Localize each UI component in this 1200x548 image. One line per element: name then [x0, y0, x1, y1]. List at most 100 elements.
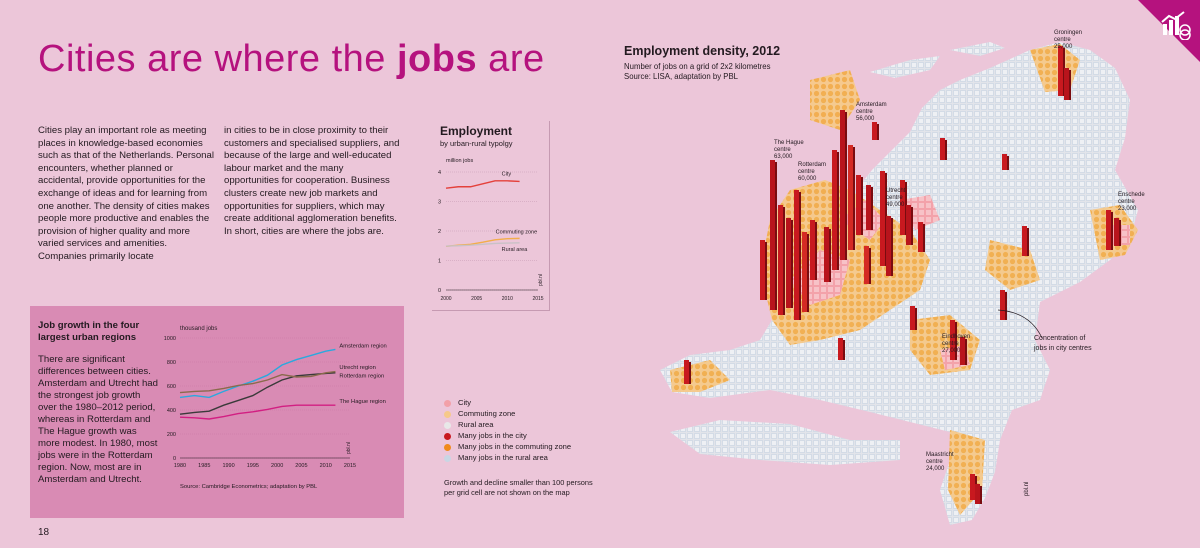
map-spike [824, 227, 829, 282]
map-spike-side [765, 242, 767, 300]
map-spike [832, 150, 837, 270]
map-spike [770, 160, 775, 310]
concentration-label: Concentration of jobs in city centres [1033, 335, 1092, 352]
map-spike-side [965, 339, 967, 365]
legend-item-many-jobs-rural: Many jobs in the rural area [444, 453, 571, 464]
chart2-series-label: Rural area [502, 247, 529, 253]
map-employment-spikes [684, 46, 1121, 504]
map-spike-side [775, 162, 777, 310]
map-label-the-hague: The Hague centre 63,000 [774, 140, 804, 160]
map-spike [886, 216, 891, 276]
map-spike [880, 171, 885, 266]
map-spike-side [911, 207, 913, 245]
employment-frame [432, 121, 550, 311]
map-spike [856, 175, 861, 235]
chart1-xtick: 2000 [271, 463, 283, 469]
map-spike-side [869, 248, 871, 284]
map-spike-side [923, 224, 925, 252]
page-number: 18 [38, 527, 50, 538]
chart1-ytick: 800 [167, 360, 176, 366]
chart1-ytick: 1000 [164, 336, 176, 342]
chart1-xtick: 1995 [247, 463, 259, 469]
map-spike [864, 246, 869, 284]
legend-item-many-jobs-city: Many jobs in the city [444, 431, 571, 442]
chart1-xtick: 1990 [222, 463, 234, 469]
map-spike [1002, 154, 1007, 170]
chart2-ytick: 1 [438, 259, 441, 265]
map-spike [810, 220, 815, 280]
legend-swatch [444, 444, 451, 451]
legend-item-commuting-zone: Commuting zone [444, 409, 571, 420]
map-spike [794, 190, 799, 320]
legend-swatch [444, 433, 451, 440]
legend-swatch [444, 411, 451, 418]
map-label-amsterdam: Amsterdam centre 56,000 [856, 102, 887, 122]
map-spike [918, 222, 923, 252]
chart1-xtick: 2005 [295, 463, 307, 469]
chart1-ytick: 0 [173, 456, 176, 462]
chart1-xtick: 2010 [320, 463, 332, 469]
map-labels: Groningen centre 25,000 Amsterdam centre 56,… [774, 30, 1145, 472]
chart2-xtick: 2015 [532, 296, 543, 302]
map-spike-side [955, 322, 957, 360]
chart2-xtick: 2000 [440, 296, 451, 302]
map-spike [786, 218, 791, 308]
map-label-groningen: Groningen centre 25,000 [1054, 30, 1082, 50]
map-spike-side [783, 207, 785, 315]
map-spike-side [799, 192, 801, 320]
map-spike [866, 185, 871, 230]
map-spike-side [980, 486, 982, 504]
legend-swatch [444, 455, 451, 462]
map-spike [1114, 218, 1119, 246]
map-spike [900, 180, 905, 235]
job-growth-panel: Job growth in the four largest urban reg… [30, 306, 404, 518]
legend-note: Growth and decline smaller than 100 pers… [444, 478, 593, 497]
map-spike [1000, 290, 1005, 320]
chart2-series-label: City [502, 171, 512, 177]
chart1-ytick: 200 [167, 432, 176, 438]
map-spike-side [791, 220, 793, 308]
map-spike [838, 338, 843, 360]
map-spike [778, 205, 783, 315]
employment-chart: million jobs 0 1 2 3 4 2000 2005 2010 2015 City Com… [438, 158, 544, 302]
concentration-leader-line [997, 309, 1043, 339]
map-spike-side [1119, 220, 1121, 246]
chart2-series-line [445, 180, 520, 189]
map-spike [1058, 46, 1063, 96]
map-title: Employment density, 2012 [624, 44, 781, 58]
map-spike [906, 205, 911, 245]
map-label-utrecht: Utrecht centre 49,000 [886, 188, 906, 208]
chart1-source: Source: Cambridge Econometrics; adaptati… [180, 484, 318, 490]
chart2-series-line [445, 242, 520, 247]
chart1-series-label: Rotterdam region [339, 374, 384, 380]
map-spike [970, 474, 975, 500]
map-spike-side [1005, 292, 1007, 320]
chart1-watermark: pbl.nl [346, 442, 352, 454]
map-spike-side [807, 234, 809, 312]
chart2-ytick: 3 [438, 200, 441, 206]
map-spike [802, 232, 807, 312]
page-title: Cities are where the jobs are [38, 38, 545, 80]
chart1-xtick: 1980 [174, 463, 186, 469]
map-spike-side [891, 218, 893, 276]
body-text-column-2: in cities to be in close proximity to th… [224, 125, 400, 237]
map-spike-side [815, 222, 817, 280]
map-spike [960, 337, 965, 365]
chart1-series-line [179, 348, 336, 399]
map-spike-side [853, 147, 855, 250]
map-spike [975, 484, 980, 504]
chart1-series-line [179, 404, 336, 420]
map-spike-side [689, 362, 691, 384]
map-subtitle-line1: Number of jobs on a grid of 2x2 kilometr… [624, 62, 771, 71]
map-spike [760, 240, 765, 300]
map-label-maastricht: Maastricht centre 24,000 [926, 452, 954, 472]
job-growth-text: There are significant differences betwee… [38, 354, 158, 485]
employment-subtitle: by urban-rural typolgy [440, 139, 513, 148]
chart2-ytick: 4 [438, 170, 441, 176]
map-label-eindhoven: Eindhoven centre 27,000 [942, 334, 970, 354]
chart1-series-label: The Hague region [339, 399, 385, 405]
employment-title: Employment [440, 124, 513, 138]
map-spike-side [1069, 70, 1071, 100]
map-spike-side [871, 187, 873, 230]
map-label-enschede: Enschede centre 23,000 [1118, 192, 1145, 212]
